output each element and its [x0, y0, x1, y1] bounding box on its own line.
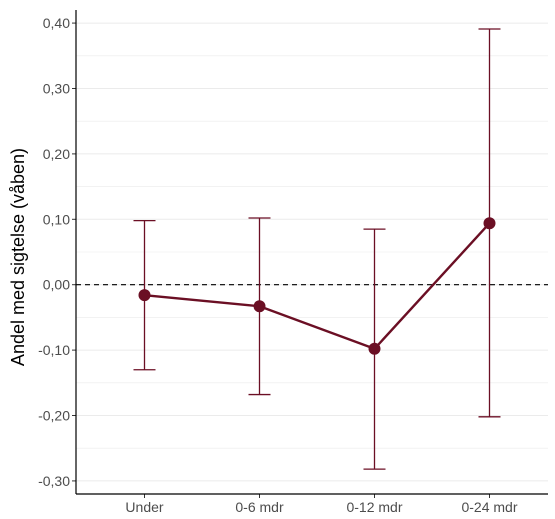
y-tick-label: 0,20	[43, 146, 70, 162]
y-tick-label: 0,10	[43, 211, 70, 227]
series-line-group	[143, 222, 491, 350]
error-bars	[133, 28, 501, 470]
x-tick-label: Under	[125, 499, 163, 515]
y-tick-label: -0,30	[38, 473, 70, 489]
y-tick-label: 0,30	[43, 80, 70, 96]
x-tick-label: 0-12 mdr	[346, 499, 402, 515]
y-tick-labels: -0,30 -0,20 -0,10 0,00 0,10 0,20 0,30 0,40	[38, 15, 70, 489]
data-points	[138, 217, 496, 355]
data-point	[138, 289, 151, 302]
y-tick-label: -0,20	[38, 408, 70, 424]
grid-lines	[76, 22, 548, 482]
x-tick-label: 0-6 mdr	[235, 499, 284, 515]
series-line	[143, 222, 491, 350]
x-tick-labels: Under 0-6 mdr 0-12 mdr 0-24 mdr	[125, 499, 517, 515]
data-point	[368, 342, 381, 355]
y-tick-label: 0,40	[43, 15, 70, 31]
y-tick-label: 0,00	[43, 277, 70, 293]
x-tick-label: 0-24 mdr	[461, 499, 517, 515]
y-tick-label: -0,10	[38, 342, 70, 358]
data-point	[483, 217, 496, 230]
axes	[72, 10, 548, 498]
data-point	[253, 300, 266, 313]
y-axis-title: Andel med sigtelse (våben)	[8, 148, 28, 366]
